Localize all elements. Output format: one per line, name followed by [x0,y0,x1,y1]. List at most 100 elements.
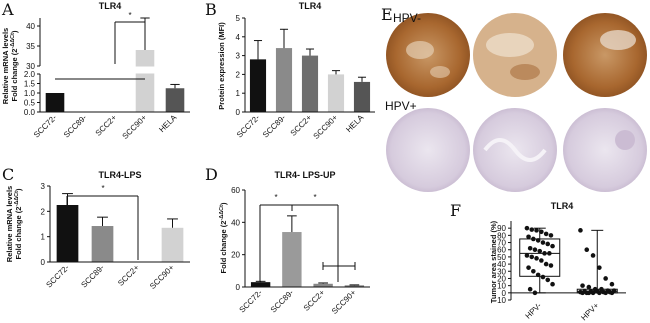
y-tick-label: 5 [236,14,241,23]
data-point [542,251,547,256]
data-point [535,272,541,278]
y-tick-label: 0.5 [24,99,36,108]
data-point [580,283,585,288]
tissue-core [563,13,647,97]
data-point [531,268,536,274]
data-point [548,233,554,238]
data-point [531,236,536,242]
y-axis-label-sup: -ΔΔCt [10,33,16,49]
chart-title: TLR4-LPS [98,170,141,180]
y-axis-label: Protein expression (MFI) [217,22,226,110]
tissue-texture [600,30,636,50]
y-axis-label-part: Protein expression (MFI) [217,22,226,110]
x-tick-label: SCC72- [44,263,71,290]
x-tick-label: HELA [157,113,179,135]
chart-title: TLR4 [299,1,322,11]
y-tick-label: 50 [497,253,506,262]
data-point [578,228,583,233]
y-axis-label: Fold change (2-ΔΔCt) [219,202,228,273]
panel-letter: E [381,5,393,24]
significance-mark: * [101,184,104,193]
x-tick-label: SCC2+ [289,113,314,138]
data-point [526,234,531,240]
data-point [543,261,549,267]
y-axis-label-part: ) [14,188,23,191]
bar [56,205,79,262]
x-tick-label: SCC90+ [312,113,340,141]
bar [45,93,65,112]
bar [313,283,333,287]
y-tick-label: 90 [497,224,506,233]
y-tick-label: 0 [502,289,507,298]
x-tick-label: SCC72- [32,113,59,140]
y-tick-label: 0 [41,258,46,267]
y-axis-label: Relative mRNA levels [5,186,14,262]
chart-title: TLR4 [99,1,122,11]
y-tick-label: 60 [231,186,240,195]
y-tick-label: 0 [236,283,241,292]
data-point [550,243,555,249]
data-point [597,265,602,270]
y-tick-label: 35 [26,42,35,51]
tissue-texture [510,64,540,80]
y-tick-label: 60 [497,246,506,255]
y-tick-label: 40 [26,22,35,31]
y-tick-label: 1.5 [24,80,36,89]
data-point [590,253,596,258]
bar [327,74,345,112]
data-point [527,245,533,251]
y-tick-label: 2 [236,70,241,79]
y-axis-label-sup: -ΔΔCt [14,191,20,207]
y-tick-label: -10 [494,296,506,305]
x-tick-label: HELA [344,113,366,135]
tissue-texture [483,138,547,162]
y-tick-label: 3 [41,182,46,191]
panel-letter: A [1,0,14,19]
chart-title: TLR4- LPS-UP [274,170,335,180]
data-point [529,227,535,232]
data-point [534,256,539,261]
data-point [539,229,544,235]
tissue-texture [430,66,450,78]
data-point [545,241,551,247]
tissue-texture [406,41,434,59]
panel-letter: D [205,165,218,184]
bar [282,232,302,287]
y-tick-label: 10 [497,282,506,291]
group-label: HPV+ [385,99,417,113]
data-point [545,277,551,283]
y-tick-label: 40 [231,218,240,227]
x-tick-label: SCC89- [261,113,288,140]
y-axis-label-sup: -ΔΔCt [219,205,225,221]
y-axis-label-part: Relative mRNA levels [5,186,14,262]
data-point [532,247,538,253]
panel-letter: B [205,0,217,19]
bar [135,50,155,112]
x-tick-label: SCC90+ [330,288,358,316]
y-axis-label: Fold change (2-ΔΔCt) [10,30,19,101]
tissue-core [563,108,647,192]
y-axis-label: Fold change (2-ΔΔCt) [14,188,23,259]
y-tick-label: 20 [497,274,506,283]
bar [344,285,365,287]
data-point [543,231,549,237]
bar [161,227,184,262]
y-tick-label: 80 [497,231,506,240]
data-point [603,276,608,281]
y-tick-label: 4 [236,33,241,42]
tissue-texture [486,33,534,57]
y-axis-label-part: Relative mRNA levels [1,28,10,104]
x-tick-label: SCC90+ [121,113,149,141]
chart-title: TLR4 [551,201,574,211]
y-tick-label: 2 [41,207,46,216]
significance-mark: * [313,193,316,202]
y-axis-label: Tumor area stained (%) [489,220,498,303]
y-axis-label-part: Fold change (2 [219,221,228,274]
data-point [524,225,530,231]
y-tick-label: 0.0 [24,108,36,117]
bar [249,59,267,112]
significance-mark: * [274,193,277,202]
data-point [526,265,531,270]
x-tick-label: SCC2+ [94,113,119,138]
